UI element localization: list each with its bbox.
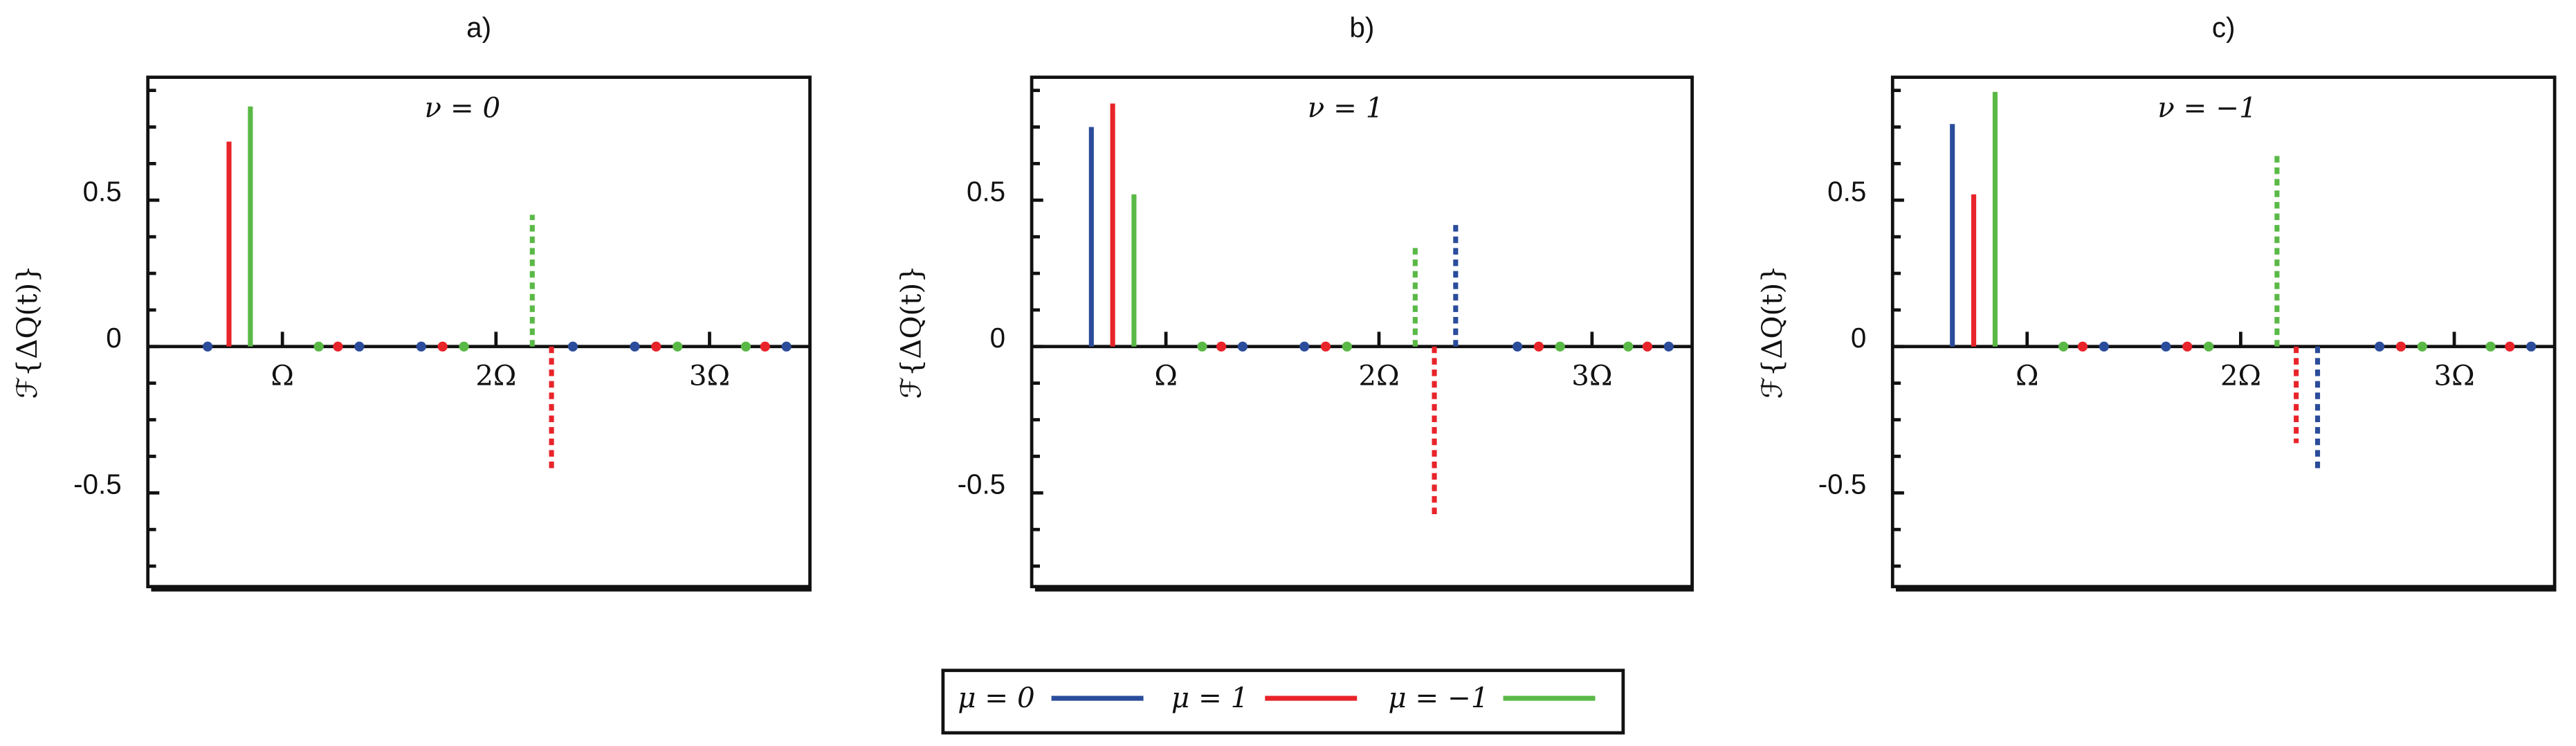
plot-frame	[146, 75, 812, 589]
x-tick-label: 2Ω	[2220, 359, 2261, 392]
zero-dot	[781, 341, 792, 352]
x-tick-label: 2Ω	[475, 359, 516, 392]
zero-dot	[651, 341, 661, 352]
panel-title: a)	[466, 11, 491, 43]
zero-dot	[1197, 341, 1207, 352]
panel-title: b)	[1349, 11, 1374, 43]
y-axis-label: ℱ{ΔQ(t)}	[11, 265, 44, 399]
x-tick-label: Ω	[271, 359, 293, 392]
zero-dot	[1533, 341, 1544, 352]
y-axis-label: ℱ{ΔQ(t)}	[1756, 265, 1789, 399]
legend-label: μ = 0	[958, 682, 1034, 714]
annotation: ν = 0	[425, 92, 501, 125]
y-tick-label: 0	[990, 322, 1005, 354]
zero-dot	[567, 341, 578, 352]
y-tick-label: -0.5	[1818, 468, 1867, 500]
zero-dot	[2077, 341, 2088, 352]
zero-dot	[1342, 341, 1352, 352]
zero-dot	[2182, 341, 2193, 352]
zero-dot	[1299, 341, 1310, 352]
zero-dot	[2395, 341, 2406, 352]
y-tick-label: 0.5	[83, 175, 122, 207]
x-tick-label: Ω	[2016, 359, 2038, 392]
zero-dot	[202, 341, 213, 352]
zero-dot	[2505, 341, 2515, 352]
zero-dot	[1237, 341, 1248, 352]
x-tick-label: Ω	[1154, 359, 1177, 392]
zero-dot	[2058, 341, 2069, 352]
zero-dot	[313, 341, 324, 352]
zero-dot	[673, 341, 683, 352]
zero-dot	[2099, 341, 2109, 352]
zero-dot	[2485, 341, 2496, 352]
plot-frame	[1030, 75, 1694, 589]
x-tick-label: 3Ω	[2433, 359, 2474, 392]
zero-dot	[1623, 341, 1634, 352]
y-tick-label: 0.5	[1827, 175, 1866, 207]
zero-dot	[333, 341, 343, 352]
zero-dot	[1555, 341, 1565, 352]
annotation: ν = −1	[2157, 92, 2257, 125]
zero-dot	[1320, 341, 1331, 352]
legend-box	[941, 668, 1625, 735]
zero-dot	[2161, 341, 2171, 352]
y-tick-label: 0	[1851, 322, 1866, 354]
zero-dot	[354, 341, 365, 352]
y-tick-label: 0	[106, 322, 121, 354]
x-tick-label: 2Ω	[1358, 359, 1399, 392]
zero-dot	[740, 341, 751, 352]
zero-dot	[2417, 341, 2427, 352]
x-tick-label: 3Ω	[689, 359, 730, 392]
y-axis-label: ℱ{ΔQ(t)}	[895, 265, 928, 399]
y-tick-label: 0.5	[967, 175, 1005, 207]
y-tick-label: -0.5	[73, 468, 122, 500]
zero-dot	[1216, 341, 1227, 352]
zero-dot	[416, 341, 426, 352]
x-tick-label: 3Ω	[1571, 359, 1612, 392]
legend-label: μ = 1	[1171, 682, 1248, 714]
zero-dot	[1512, 341, 1523, 352]
y-tick-label: -0.5	[958, 468, 1006, 500]
annotation: ν = 1	[1308, 92, 1384, 125]
zero-dot	[2374, 341, 2385, 352]
zero-dot	[2203, 341, 2214, 352]
zero-dot	[1642, 341, 1653, 352]
zero-dot	[437, 341, 448, 352]
zero-dot	[630, 341, 640, 352]
zero-dot	[1663, 341, 1674, 352]
zero-dot	[2526, 341, 2537, 352]
zero-dot	[459, 341, 469, 352]
zero-dot	[760, 341, 770, 352]
panel-title: c)	[2212, 11, 2236, 43]
plot-frame	[1890, 75, 2557, 589]
legend-label: μ = −1	[1388, 682, 1488, 714]
